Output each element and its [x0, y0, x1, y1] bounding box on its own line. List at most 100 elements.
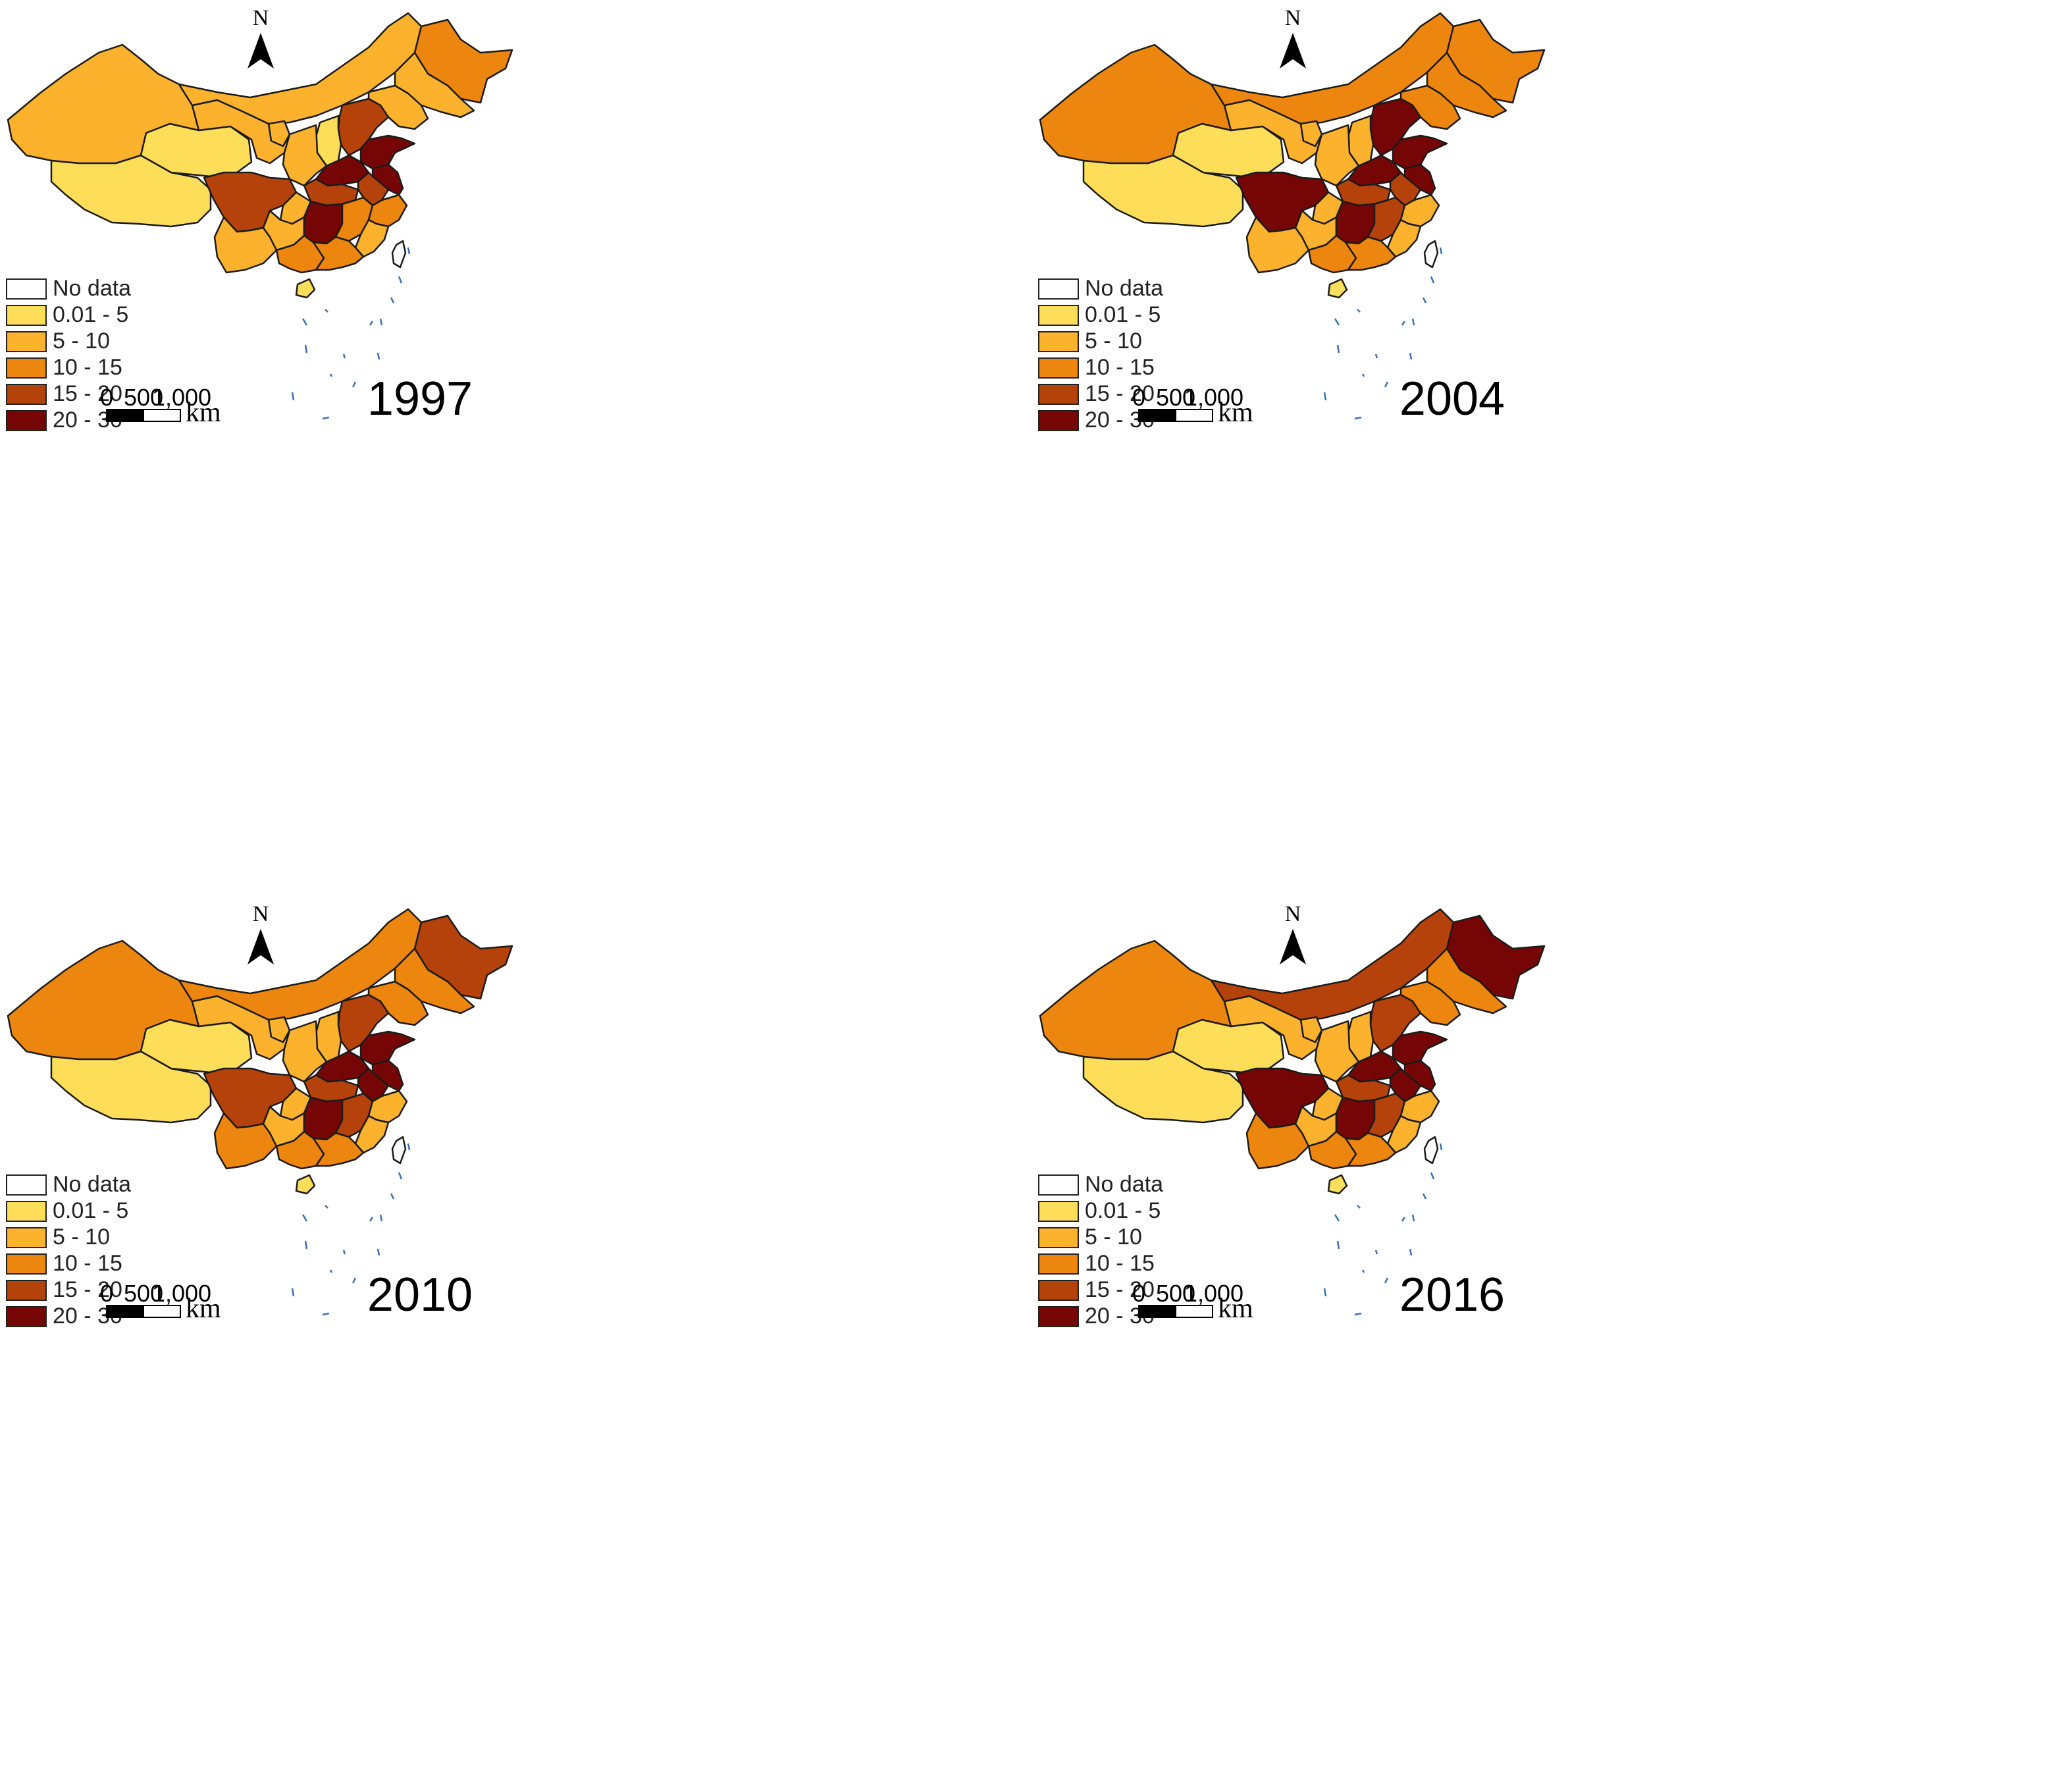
province-anhui[interactable]	[357, 1067, 390, 1103]
legend-label-0: No data	[53, 1172, 131, 1197]
legend-label-2: 5 - 10	[1085, 329, 1142, 354]
legend-label-3: 10 - 15	[1085, 1251, 1155, 1276]
scale-bar: 0 500 1,000 km	[100, 1280, 221, 1324]
province-ningxia[interactable]	[1299, 1016, 1323, 1043]
province-liaoning[interactable]	[1399, 980, 1461, 1026]
legend-label-0: No data	[1085, 1172, 1163, 1197]
scale-tick-1000: 1,000	[1184, 384, 1243, 411]
province-yunnan[interactable]	[1245, 216, 1310, 274]
scale-bar: 0 500 1,000 km	[1132, 1280, 1253, 1324]
province-jilin[interactable]	[1426, 947, 1507, 1015]
province-guangdong[interactable]	[312, 236, 365, 271]
legend-swatch-4	[1038, 384, 1079, 405]
province-guangdong[interactable]	[312, 1132, 365, 1167]
province-shandong[interactable]	[359, 1030, 416, 1066]
province-anhui[interactable]	[1389, 1067, 1422, 1103]
north-label: N	[1285, 6, 1301, 30]
province-qinghai[interactable]	[1172, 122, 1285, 178]
scale-tick-1000: 1,000	[152, 1280, 211, 1307]
province-liaoning[interactable]	[367, 84, 429, 130]
scale-segment-black	[106, 1305, 144, 1318]
scale-tick-0: 0	[1132, 384, 1145, 411]
legend-swatch-2	[1038, 331, 1079, 352]
legend-swatch-1	[1038, 1201, 1079, 1222]
legend-label-2: 5 - 10	[53, 1225, 110, 1250]
south-china-sea-islands	[1323, 1143, 1443, 1316]
scale-bar: 0 500 1,000 km	[100, 384, 221, 428]
province-yunnan[interactable]	[213, 1112, 278, 1170]
province-shaanxi[interactable]	[1314, 1020, 1360, 1083]
provinces	[7, 908, 513, 1195]
scale-unit: km	[186, 1294, 221, 1324]
scale-segment-black	[1138, 1305, 1176, 1318]
province-yunnan[interactable]	[213, 216, 278, 274]
province-anhui[interactable]	[357, 171, 390, 207]
province-shandong[interactable]	[1392, 1030, 1448, 1066]
north-label: N	[1285, 902, 1301, 926]
north-arrow: N	[1280, 902, 1306, 964]
legend-swatch-5	[1038, 1306, 1079, 1327]
legend-label-3: 10 - 15	[53, 355, 122, 380]
province-ningxia[interactable]	[1299, 120, 1323, 147]
scale-segment-white	[143, 409, 181, 422]
legend-label-0: No data	[53, 276, 131, 301]
province-shandong[interactable]	[359, 134, 416, 170]
province-hainan[interactable]	[295, 1174, 316, 1195]
province-shaanxi[interactable]	[1314, 124, 1360, 187]
legend-swatch-4	[6, 1280, 47, 1301]
province-qinghai[interactable]	[140, 1018, 253, 1074]
province-anhui[interactable]	[1389, 171, 1422, 207]
province-guangdong[interactable]	[1344, 1132, 1397, 1167]
legend-swatch-0	[1038, 1174, 1079, 1196]
scale-tick-0: 0	[100, 1280, 113, 1307]
province-taiwan[interactable]	[1423, 1136, 1439, 1165]
province-hainan[interactable]	[295, 278, 316, 299]
scale-unit: km	[1218, 398, 1253, 428]
province-jilin[interactable]	[1426, 51, 1507, 119]
province-jilin[interactable]	[394, 947, 475, 1015]
province-shaanxi[interactable]	[282, 1020, 328, 1083]
province-taiwan[interactable]	[391, 240, 407, 269]
province-liaoning[interactable]	[367, 980, 429, 1026]
panel-year: 2016	[1399, 1269, 1505, 1321]
province-taiwan[interactable]	[1423, 240, 1439, 269]
provinces	[7, 12, 513, 299]
legend-label-1: 0.01 - 5	[1085, 1198, 1161, 1223]
scale-unit: km	[186, 398, 221, 428]
legend-swatch-2	[6, 331, 47, 352]
scale-tick-500: 500	[1156, 1280, 1195, 1307]
province-ningxia[interactable]	[267, 1016, 291, 1043]
scale-segment-black	[1138, 409, 1176, 422]
legend-swatch-5	[1038, 410, 1079, 431]
province-shaanxi[interactable]	[282, 124, 328, 187]
panel-year: 1997	[367, 373, 473, 425]
province-shandong[interactable]	[1392, 134, 1448, 170]
legend-label-1: 0.01 - 5	[53, 1198, 128, 1223]
province-hainan[interactable]	[1327, 1174, 1348, 1195]
province-yunnan[interactable]	[1245, 1112, 1310, 1170]
legend-label-4: 15 - 20	[1085, 1277, 1155, 1302]
province-qinghai[interactable]	[140, 122, 253, 178]
legend-swatch-0	[1038, 278, 1079, 300]
province-hainan[interactable]	[1327, 278, 1348, 299]
province-taiwan[interactable]	[391, 1136, 407, 1165]
legend-swatch-0	[6, 278, 47, 300]
legend-swatch-3	[1038, 1253, 1079, 1275]
scale-segment-black	[106, 409, 144, 422]
legend-label-1: 0.01 - 5	[53, 302, 128, 327]
legend-label-4: 15 - 20	[1085, 381, 1155, 406]
province-jilin[interactable]	[394, 51, 475, 119]
south-china-sea-islands	[291, 247, 411, 420]
province-qinghai[interactable]	[1172, 1018, 1285, 1074]
province-liaoning[interactable]	[1399, 84, 1461, 130]
province-ningxia[interactable]	[267, 120, 291, 147]
legend-swatch-2	[1038, 1227, 1079, 1248]
province-guangdong[interactable]	[1344, 236, 1397, 271]
